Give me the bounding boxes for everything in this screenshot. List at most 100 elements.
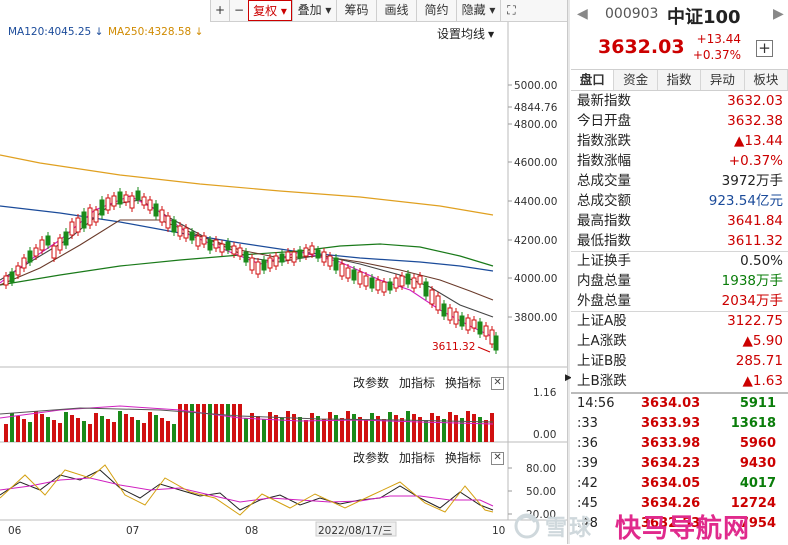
close-icon[interactable]: ✕ (491, 377, 505, 390)
price-tick-label: 3800.00 (514, 312, 557, 324)
candle-body (69, 221, 75, 236)
panel-divider[interactable] (567, 0, 570, 544)
quote-value: ▲1.63 (742, 373, 783, 389)
tab-3[interactable]: 异动 (701, 70, 745, 90)
volume-bar (484, 420, 488, 442)
toolbar-button-8[interactable]: ⛶ (500, 0, 522, 21)
volume-bar (166, 421, 170, 442)
candle-body (453, 311, 459, 325)
switch-indicator-button[interactable]: 换指标 (445, 451, 482, 465)
candle-body (417, 275, 423, 285)
volume-bar (430, 413, 434, 442)
candle-body (99, 199, 105, 216)
x-axis-label: 08 (245, 525, 258, 537)
tick-row: :33 3633.93 13618 (571, 414, 788, 434)
candle-body (423, 281, 429, 297)
prev-stock-icon[interactable]: ◀ (577, 6, 588, 22)
chart-area[interactable]: 5000.00 4844.76 4800.00 4600.00 4400.00 4200.… (0, 0, 567, 544)
quote-label: 今日开盘 (577, 113, 631, 129)
candle-body (165, 215, 171, 229)
candle-body (459, 315, 465, 327)
quote-value: 3632.38 (727, 113, 783, 129)
toolbar-button-1[interactable]: − (229, 0, 248, 21)
ma-setting-button[interactable]: 设置均线 ▼ (437, 25, 494, 42)
quote-value: 3641.84 (727, 213, 783, 229)
candle-body (315, 249, 321, 259)
toolbar-button-4[interactable]: 筹码 (336, 0, 376, 21)
kline-chart[interactable]: 5000.00 4844.76 4800.00 4600.00 4400.00 4200.… (0, 0, 567, 544)
add-watchlist-button[interactable]: + (756, 40, 773, 57)
volume-bar (70, 415, 74, 442)
volume-bar (130, 417, 134, 442)
candle-body (9, 271, 15, 283)
volume-bar (160, 418, 164, 442)
volume-bar (274, 415, 278, 442)
candle-body (309, 245, 315, 255)
chevron-down-icon: ▼ (488, 30, 495, 39)
current-price: 3632.03 (598, 36, 685, 58)
toolbar-button-5[interactable]: 画线 (376, 0, 416, 21)
volume-bar (370, 413, 374, 442)
volume-bar (226, 404, 230, 442)
price-change: +13.44 +0.37% (691, 31, 741, 63)
toolbar-button-7[interactable]: 隐藏 ▾ (456, 0, 500, 21)
tab-2[interactable]: 指数 (658, 70, 702, 90)
quote-value: 1938万手 (721, 273, 783, 289)
candle-body (493, 335, 499, 351)
osc-tick-label: 20.00 (526, 509, 556, 521)
tick-row: 14:56 3634.03 5911 (571, 394, 788, 414)
add-indicator-button[interactable]: 加指标 (399, 451, 436, 465)
volume-bar (460, 418, 464, 442)
volume-bar (142, 423, 146, 442)
tick-time: :39 (577, 456, 598, 471)
candle-body (471, 319, 477, 329)
quote-value: 0.50% (740, 253, 783, 269)
tab-0[interactable]: 盘口 (571, 70, 615, 90)
candle-body (447, 307, 453, 321)
quote-row: 最高指数 3641.84 (571, 211, 788, 231)
candle-body (411, 277, 417, 289)
quote-row: 上B涨跌 ▲1.63 (571, 371, 788, 391)
tab-1[interactable]: 资金 (614, 70, 658, 90)
change-param-button[interactable]: 改参数 (353, 451, 390, 465)
add-indicator-button[interactable]: 加指标 (399, 376, 436, 390)
volume-bar (424, 420, 428, 442)
collapse-arrow-icon[interactable]: ▶ (565, 373, 572, 383)
quote-row: 上A涨跌 ▲5.90 (571, 331, 788, 351)
quote-row: 总成交额 923.54亿元 (571, 191, 788, 211)
candle-body (213, 239, 219, 249)
candle-body (327, 255, 333, 267)
toolbar-button-3[interactable]: 叠加 ▾ (292, 0, 336, 21)
toolbar-button-0[interactable]: + (210, 0, 229, 21)
ma120-label: MA120:4045.25 ↓ (8, 26, 104, 38)
price-tick-label: 4844.76 (514, 102, 558, 114)
candle-body (75, 217, 81, 233)
candle-body (159, 209, 165, 223)
candle-body (363, 275, 369, 287)
candle-body (273, 255, 279, 267)
volume-ma-line (0, 407, 494, 423)
toolbar-button-2[interactable]: 复权 ▾ (248, 0, 292, 21)
switch-indicator-button[interactable]: 换指标 (445, 376, 482, 390)
volume-bar (316, 416, 320, 442)
quote-value: 2034万手 (721, 293, 783, 309)
toolbar-button-6[interactable]: 简约 (416, 0, 456, 21)
price-tick-label: 4200.00 (514, 235, 557, 247)
volume-bar (358, 417, 362, 442)
volume-bar (454, 415, 458, 442)
chart-toolbar: + − 复权 ▾ 叠加 ▾ 筹码 画线 简约 隐藏 ▾ ⛶ (210, 0, 567, 22)
volume-bar (376, 416, 380, 442)
tick-row: :45 3634.26 12724 (571, 494, 788, 514)
quote-value: 3122.75 (727, 313, 783, 329)
close-icon[interactable]: ✕ (491, 452, 505, 465)
tab-4[interactable]: 板块 (745, 70, 788, 90)
volume-bar (40, 414, 44, 442)
change-param-button[interactable]: 改参数 (353, 376, 390, 390)
candle-body (15, 265, 21, 276)
tick-row: :39 3634.23 9430 (571, 454, 788, 474)
next-stock-icon[interactable]: ▶ (773, 6, 784, 22)
candle-body (111, 195, 117, 207)
volume-bar (436, 416, 440, 442)
volume-bar (16, 416, 20, 442)
volume-bar (352, 414, 356, 442)
